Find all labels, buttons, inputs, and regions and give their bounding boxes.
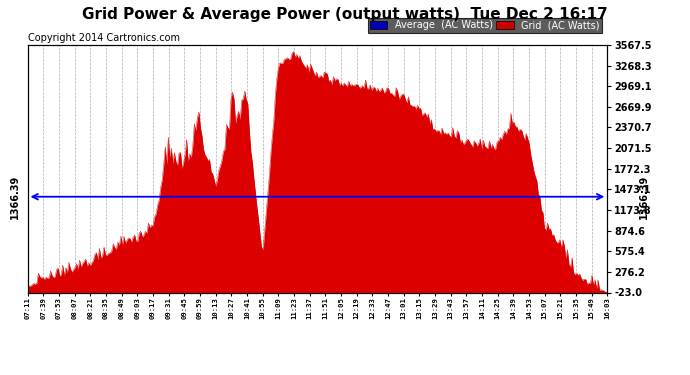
Text: 1366.39: 1366.39 bbox=[10, 175, 20, 219]
Text: Grid Power & Average Power (output watts)  Tue Dec 2 16:17: Grid Power & Average Power (output watts… bbox=[82, 8, 608, 22]
Legend: Average  (AC Watts), Grid  (AC Watts): Average (AC Watts), Grid (AC Watts) bbox=[368, 18, 602, 33]
Text: 1366.39: 1366.39 bbox=[639, 175, 649, 219]
Text: Copyright 2014 Cartronics.com: Copyright 2014 Cartronics.com bbox=[28, 33, 179, 43]
